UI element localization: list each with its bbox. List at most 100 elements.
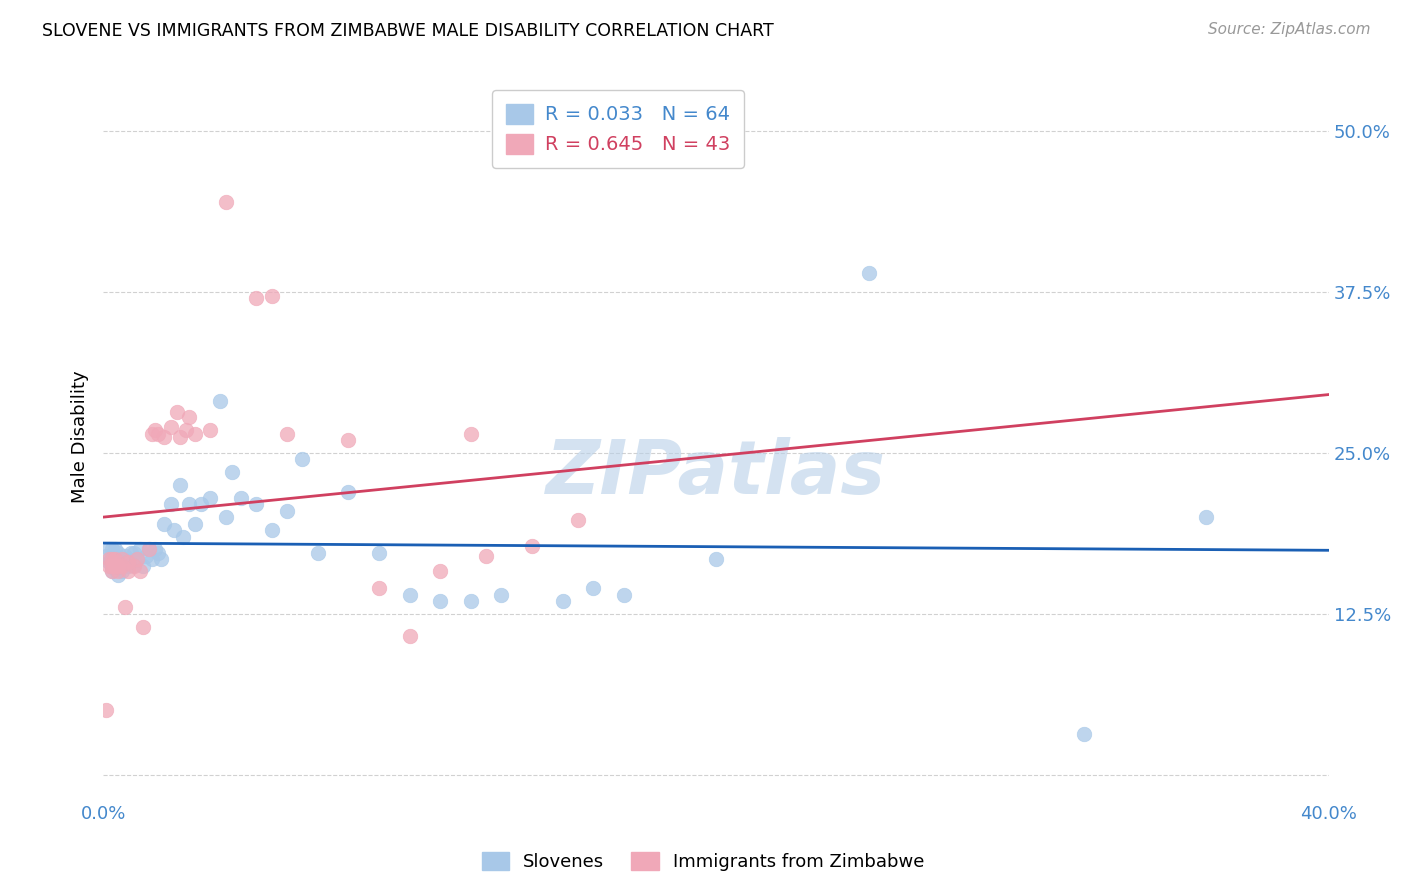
Point xyxy=(107,568,129,582)
Point xyxy=(460,594,482,608)
Point xyxy=(200,491,222,505)
Point xyxy=(114,549,136,563)
Point xyxy=(101,551,124,566)
Text: ZIPatlas: ZIPatlas xyxy=(546,437,886,509)
Point xyxy=(184,426,207,441)
Point xyxy=(104,549,127,563)
Point xyxy=(138,542,160,557)
Point xyxy=(229,491,252,505)
Point xyxy=(398,588,420,602)
Point xyxy=(101,559,124,574)
Point xyxy=(114,555,136,569)
Point xyxy=(153,516,176,531)
Point xyxy=(858,266,880,280)
Point xyxy=(177,497,200,511)
Point xyxy=(101,542,124,557)
Point xyxy=(215,510,238,524)
Text: Source: ZipAtlas.com: Source: ZipAtlas.com xyxy=(1208,22,1371,37)
Point xyxy=(367,581,389,595)
Point xyxy=(104,542,127,557)
Point xyxy=(110,559,132,574)
Point xyxy=(132,620,155,634)
Point xyxy=(101,551,124,566)
Point xyxy=(101,565,124,579)
Point xyxy=(104,562,127,576)
Point xyxy=(143,542,166,557)
Y-axis label: Male Disability: Male Disability xyxy=(72,370,89,503)
Point xyxy=(110,551,132,566)
Point xyxy=(135,549,157,563)
Point xyxy=(398,629,420,643)
Point xyxy=(143,423,166,437)
Point xyxy=(141,551,163,566)
Point xyxy=(125,551,148,566)
Point xyxy=(174,423,197,437)
Point xyxy=(129,565,152,579)
Point xyxy=(245,497,267,511)
Point xyxy=(159,420,181,434)
Point xyxy=(307,546,329,560)
Point xyxy=(107,565,129,579)
Point xyxy=(704,551,727,566)
Point xyxy=(98,559,121,574)
Point xyxy=(104,555,127,569)
Point xyxy=(98,555,121,569)
Point xyxy=(148,546,170,560)
Point xyxy=(117,565,139,579)
Point xyxy=(429,565,451,579)
Point xyxy=(107,546,129,560)
Point xyxy=(1195,510,1218,524)
Point xyxy=(276,426,298,441)
Point xyxy=(245,291,267,305)
Point xyxy=(101,559,124,574)
Point xyxy=(104,559,127,574)
Point xyxy=(169,430,191,444)
Point xyxy=(104,551,127,566)
Point xyxy=(110,565,132,579)
Point xyxy=(117,555,139,569)
Point xyxy=(162,523,184,537)
Point xyxy=(141,426,163,441)
Legend: Slovenes, Immigrants from Zimbabwe: Slovenes, Immigrants from Zimbabwe xyxy=(474,845,932,879)
Point xyxy=(107,562,129,576)
Point xyxy=(117,551,139,566)
Point xyxy=(208,394,231,409)
Point xyxy=(1073,726,1095,740)
Point xyxy=(260,523,283,537)
Point xyxy=(122,559,145,574)
Point xyxy=(520,539,543,553)
Point xyxy=(166,405,188,419)
Point xyxy=(96,703,118,717)
Point xyxy=(475,549,498,563)
Legend: R = 0.033   N = 64, R = 0.645   N = 43: R = 0.033 N = 64, R = 0.645 N = 43 xyxy=(492,90,744,168)
Point xyxy=(491,588,513,602)
Point xyxy=(260,289,283,303)
Point xyxy=(567,513,589,527)
Point xyxy=(190,497,212,511)
Point xyxy=(184,516,207,531)
Point xyxy=(177,409,200,424)
Point xyxy=(172,530,194,544)
Point xyxy=(153,430,176,444)
Point xyxy=(148,426,170,441)
Point xyxy=(337,433,360,447)
Point xyxy=(460,426,482,441)
Point xyxy=(98,542,121,557)
Point xyxy=(337,484,360,499)
Point xyxy=(129,542,152,557)
Point xyxy=(551,594,574,608)
Point xyxy=(98,551,121,566)
Text: SLOVENE VS IMMIGRANTS FROM ZIMBABWE MALE DISABILITY CORRELATION CHART: SLOVENE VS IMMIGRANTS FROM ZIMBABWE MALE… xyxy=(42,22,773,40)
Point xyxy=(150,551,173,566)
Point xyxy=(138,542,160,557)
Point xyxy=(159,497,181,511)
Point xyxy=(122,546,145,560)
Point xyxy=(200,423,222,437)
Point xyxy=(114,600,136,615)
Point xyxy=(291,452,314,467)
Point xyxy=(613,588,636,602)
Point xyxy=(125,551,148,566)
Point xyxy=(110,551,132,566)
Point xyxy=(117,559,139,574)
Point xyxy=(122,558,145,572)
